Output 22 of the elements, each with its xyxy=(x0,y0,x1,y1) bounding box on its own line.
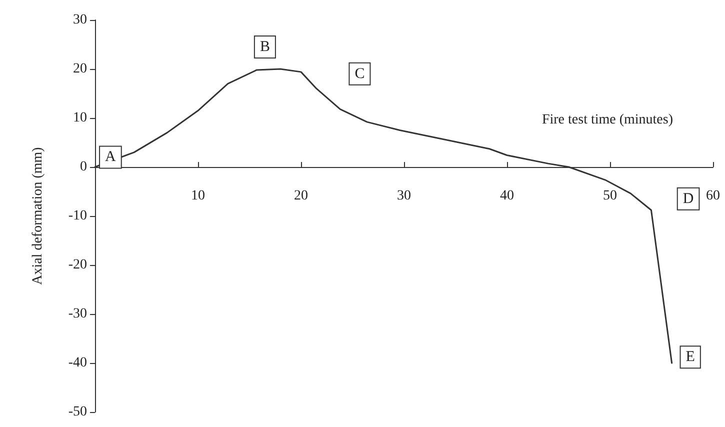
annotation: B xyxy=(260,38,270,55)
x-tick-label: 50 xyxy=(603,188,617,204)
y-tick-label: 20 xyxy=(73,62,87,76)
x-tick-label: 30 xyxy=(397,188,411,204)
x-tick-label: 40 xyxy=(500,188,514,204)
y-tick-label: -50 xyxy=(68,404,87,420)
x-tick-label: 10 xyxy=(191,188,205,204)
annotation: E xyxy=(686,349,695,366)
y-tick-label: 0 xyxy=(80,160,87,174)
y-axis-title: Axial deformation (mm) xyxy=(30,146,46,285)
annotation: D xyxy=(682,190,694,207)
annotation: C xyxy=(354,66,365,82)
x-axis-title: Fire test time (minutes) xyxy=(542,112,674,128)
annotation: A xyxy=(105,149,116,166)
y-tick-label: -30 xyxy=(68,306,87,322)
y-tick-label: 30 xyxy=(73,12,87,28)
x-tick-label: 60 xyxy=(706,188,720,204)
x-tick-label: 20 xyxy=(294,188,308,204)
y-tick-label: -20 xyxy=(68,258,87,272)
y-tick-label: 10 xyxy=(73,110,87,126)
y-tick-label: -40 xyxy=(68,356,87,370)
y-tick-label: -10 xyxy=(68,208,87,224)
